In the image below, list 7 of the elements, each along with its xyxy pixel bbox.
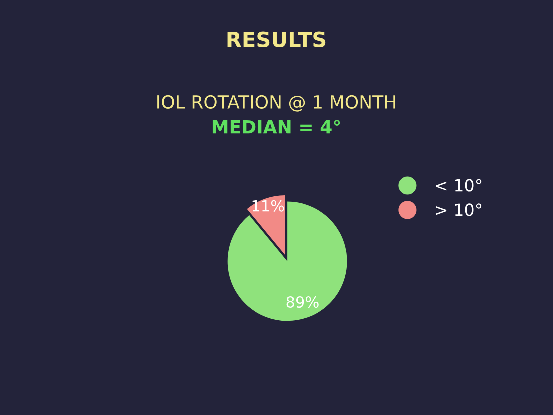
chart-title: RESULTS [228,32,326,48]
legend-label: > 10° [436,204,482,216]
text: MEDIAN = 4° [212,120,340,134]
chart-subtitle: IOL ROTATION @ 1 MONTH [158,95,396,112]
data-label: 89% [286,296,319,308]
data-label: 11% [252,200,284,212]
legend-label: < 10° [436,179,482,192]
